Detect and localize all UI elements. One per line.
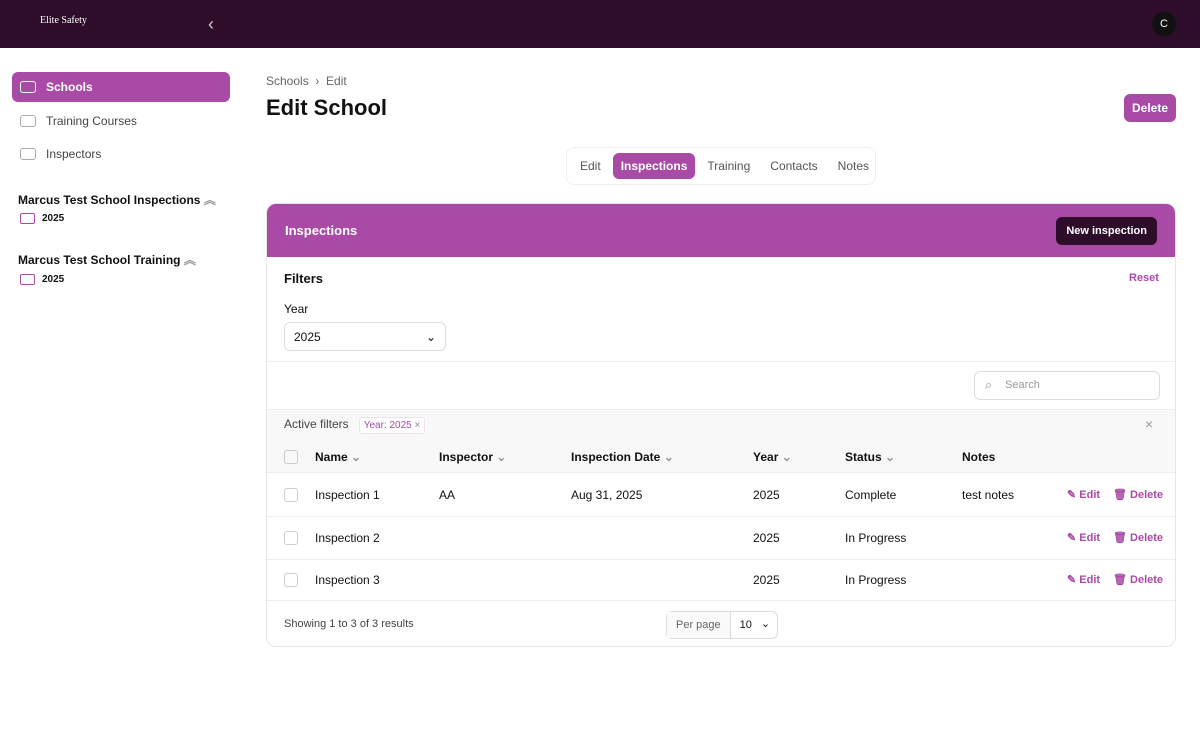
table-row: Inspection 2 2025 In Progress ✎ Edit 🗑 D… — [267, 517, 1175, 560]
chevron-down-icon: ⌄ — [760, 618, 771, 630]
folder-icon — [20, 213, 35, 224]
sort-icon: ⌄ — [663, 450, 674, 464]
cell-inspector: AA — [439, 488, 456, 502]
table-header: Name ⌄ Inspector ⌄ Inspection Date ⌄ Yea… — [267, 441, 1175, 473]
sort-icon: ⌄ — [496, 450, 507, 464]
divider — [267, 361, 1175, 362]
search-icon: ⌕ — [985, 377, 993, 392]
trash-icon: 🗑 — [1113, 532, 1127, 544]
col-name[interactable]: Name ⌄ — [315, 450, 362, 464]
col-notes: Notes — [962, 450, 996, 464]
chevron-down-icon: ⌄ — [425, 330, 436, 344]
table-footer: Showing 1 to 3 of 3 results Per page 10 ⌄ — [267, 600, 1175, 646]
results-summary: Showing 1 to 3 of 3 results — [284, 618, 414, 630]
breadcrumb-schools[interactable]: Schools — [266, 74, 309, 88]
logo[interactable]: Elite Safety — [40, 15, 87, 26]
delete-button[interactable]: 🗑 Delete — [1113, 574, 1164, 586]
avatar[interactable]: C — [1152, 12, 1176, 36]
chevron-up-icon[interactable]: ︽ — [203, 193, 216, 207]
group-training[interactable]: Marcus Test School Training ︽ — [18, 253, 196, 267]
cell-status: In Progress — [845, 573, 907, 587]
collapse-sidebar-icon[interactable]: ‹ — [208, 14, 214, 34]
select-all-checkbox[interactable] — [284, 450, 298, 464]
edit-button[interactable]: ✎ Edit — [1067, 489, 1101, 501]
col-status[interactable]: Status ⌄ — [845, 450, 896, 464]
filter-chip[interactable]: Year: 2025 × — [358, 417, 426, 434]
archive-icon — [20, 148, 36, 160]
col-date[interactable]: Inspection Date ⌄ — [571, 450, 674, 464]
reset-button[interactable]: Reset — [1129, 272, 1159, 284]
edit-button[interactable]: ✎ Edit — [1067, 532, 1101, 544]
group-inspections[interactable]: Marcus Test School Inspections ︽ — [18, 193, 216, 207]
table-row: Inspection 1 AA Aug 31, 2025 2025 Comple… — [267, 474, 1175, 517]
tab-notes[interactable]: Notes — [837, 159, 870, 173]
tab-edit[interactable]: Edit — [580, 159, 601, 173]
delete-button[interactable]: 🗑 Delete — [1113, 489, 1164, 501]
tab-bar: Edit Inspections Training Contacts Notes — [566, 147, 876, 185]
year-select[interactable]: 2025 ⌄ — [284, 322, 446, 351]
archive-icon — [20, 81, 36, 93]
cell-name: Inspection 2 — [315, 531, 380, 545]
cell-date: Aug 31, 2025 — [571, 488, 643, 502]
delete-button[interactable]: 🗑 Delete — [1113, 532, 1164, 544]
filters-heading: Filters — [284, 271, 324, 286]
cell-notes: test notes — [962, 488, 1015, 502]
sort-icon: ⌄ — [885, 450, 896, 464]
sidebar-item-training-courses[interactable]: Training Courses — [12, 106, 230, 136]
edit-icon: ✎ — [1067, 489, 1077, 501]
table-row: Inspection 3 2025 In Progress ✎ Edit 🗑 D… — [267, 559, 1175, 600]
sidebar-item-schools[interactable]: Schools — [12, 72, 230, 102]
cell-year: 2025 — [753, 531, 780, 545]
trash-icon: 🗑 — [1113, 574, 1127, 586]
active-filters-bar: Active filters Year: 2025 × × — [267, 409, 1175, 441]
cell-name: Inspection 3 — [315, 573, 380, 587]
row-checkbox[interactable] — [284, 488, 298, 502]
tab-inspections[interactable]: Inspections — [612, 153, 696, 179]
tab-training[interactable]: Training — [707, 159, 751, 173]
edit-button[interactable]: ✎ Edit — [1067, 574, 1101, 586]
row-checkbox[interactable] — [284, 573, 298, 587]
cell-status: Complete — [845, 488, 897, 502]
year-label: Year — [284, 302, 309, 316]
folder-item[interactable]: 2025 — [20, 213, 64, 224]
top-bar: Elite Safety ‹ C — [0, 0, 1200, 48]
cell-status: In Progress — [845, 531, 907, 545]
tab-contacts[interactable]: Contacts — [770, 159, 818, 173]
col-inspector[interactable]: Inspector ⌄ — [439, 450, 507, 464]
search-input[interactable]: ⌕ Search — [974, 371, 1160, 400]
sort-icon: ⌄ — [351, 450, 362, 464]
cell-year: 2025 — [753, 488, 780, 502]
remove-filter-icon[interactable]: × — [414, 420, 421, 431]
per-page-select[interactable]: Per page 10 ⌄ — [666, 611, 778, 639]
new-inspection-button[interactable]: New inspection — [1056, 216, 1157, 245]
trash-icon: 🗑 — [1113, 489, 1127, 501]
panel-title: Inspections — [285, 223, 358, 238]
cell-year: 2025 — [753, 573, 780, 587]
archive-icon — [20, 115, 36, 127]
inspections-panel: Inspections New inspection Filters Reset … — [266, 203, 1176, 647]
delete-school-button[interactable]: Delete — [1124, 94, 1176, 122]
row-checkbox[interactable] — [284, 531, 298, 545]
folder-icon — [20, 274, 35, 285]
breadcrumb: Schools › Edit — [266, 74, 347, 88]
edit-icon: ✎ — [1067, 532, 1077, 544]
cell-name: Inspection 1 — [315, 488, 380, 502]
sort-icon: ⌄ — [781, 450, 792, 464]
chevron-up-icon[interactable]: ︽ — [183, 253, 196, 267]
edit-icon: ✎ — [1067, 574, 1077, 586]
page-title: Edit School — [266, 95, 387, 120]
col-year[interactable]: Year ⌄ — [753, 450, 792, 464]
folder-item[interactable]: 2025 — [20, 274, 64, 285]
sidebar-item-inspectors[interactable]: Inspectors — [12, 139, 230, 169]
clear-filters-icon[interactable]: × — [1145, 416, 1154, 432]
